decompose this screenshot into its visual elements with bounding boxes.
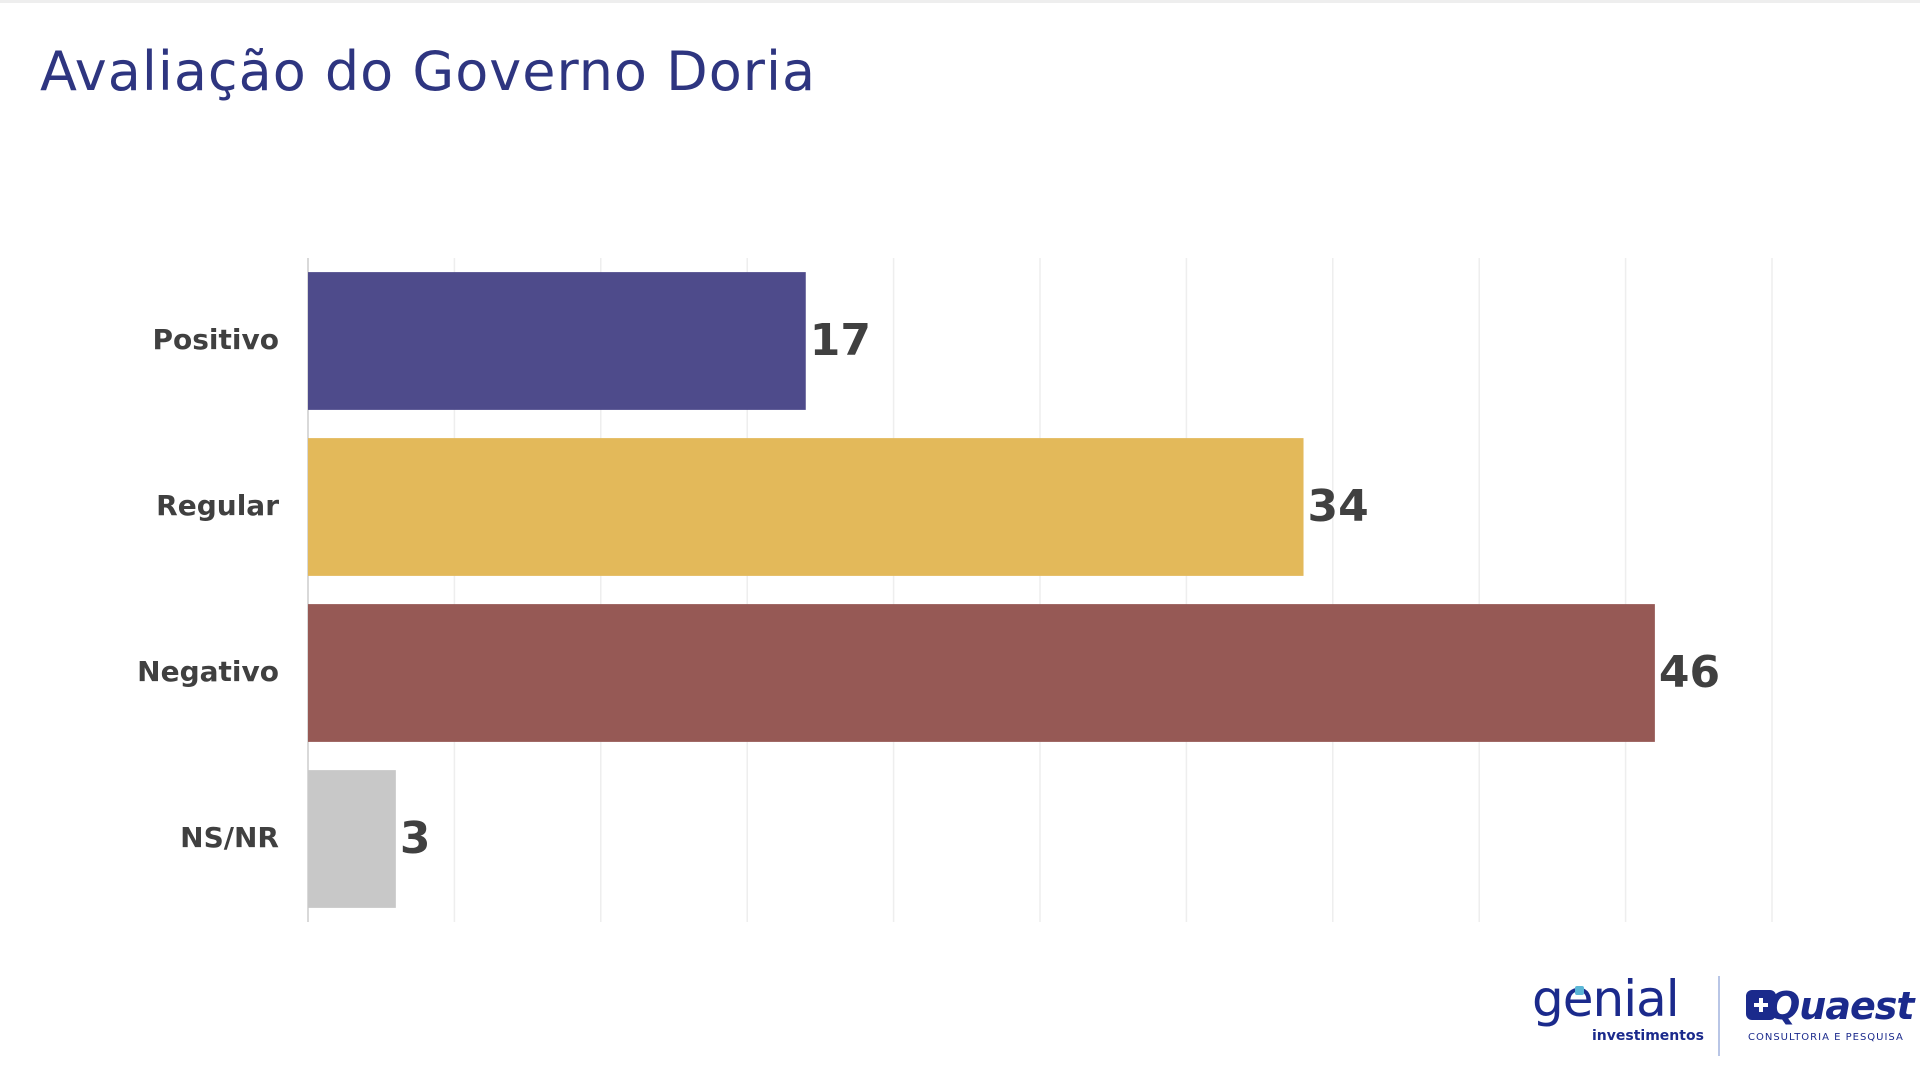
value-label: 3 <box>400 813 431 864</box>
top-rule <box>0 0 1920 3</box>
logo-divider <box>1718 976 1720 1056</box>
category-label: Positivo <box>153 323 280 356</box>
footer-logos: genial investimentos Quaest CONSULTORIA … <box>1520 970 1915 1060</box>
genial-logo-accent <box>1575 986 1584 995</box>
page-title: Avaliação do Governo Doria <box>40 40 817 103</box>
quaest-logo-wordmark: Quaest <box>1768 984 1915 1028</box>
category-label: NS/NR <box>180 821 279 854</box>
chart-labels: Positivo 17 Regular 34 Negativo 46 NS/NR 3 <box>137 315 1720 864</box>
bar-positivo <box>308 272 806 410</box>
quaest-logo-mark-icon <box>1746 990 1776 1020</box>
category-label: Negativo <box>137 655 279 688</box>
bar-negativo <box>308 604 1655 742</box>
genial-logo: genial investimentos <box>1532 970 1704 1060</box>
quaest-logo: Quaest CONSULTORIA E PESQUISA <box>1746 970 1915 1060</box>
genial-logo-wordmark: genial <box>1532 970 1680 1028</box>
value-label: 34 <box>1308 481 1369 532</box>
quaest-logo-subtitle: CONSULTORIA E PESQUISA <box>1748 1032 1904 1043</box>
value-label: 17 <box>810 315 871 366</box>
bar-ns-nr <box>308 770 396 908</box>
bar-chart: Positivo 17 Regular 34 Negativo 46 NS/NR 3 <box>137 258 1773 922</box>
chart-bars <box>308 272 1655 908</box>
genial-logo-subtitle: investimentos <box>1592 1028 1704 1044</box>
bar-regular <box>308 438 1304 576</box>
value-label: 46 <box>1659 647 1720 698</box>
category-label: Regular <box>156 489 279 522</box>
